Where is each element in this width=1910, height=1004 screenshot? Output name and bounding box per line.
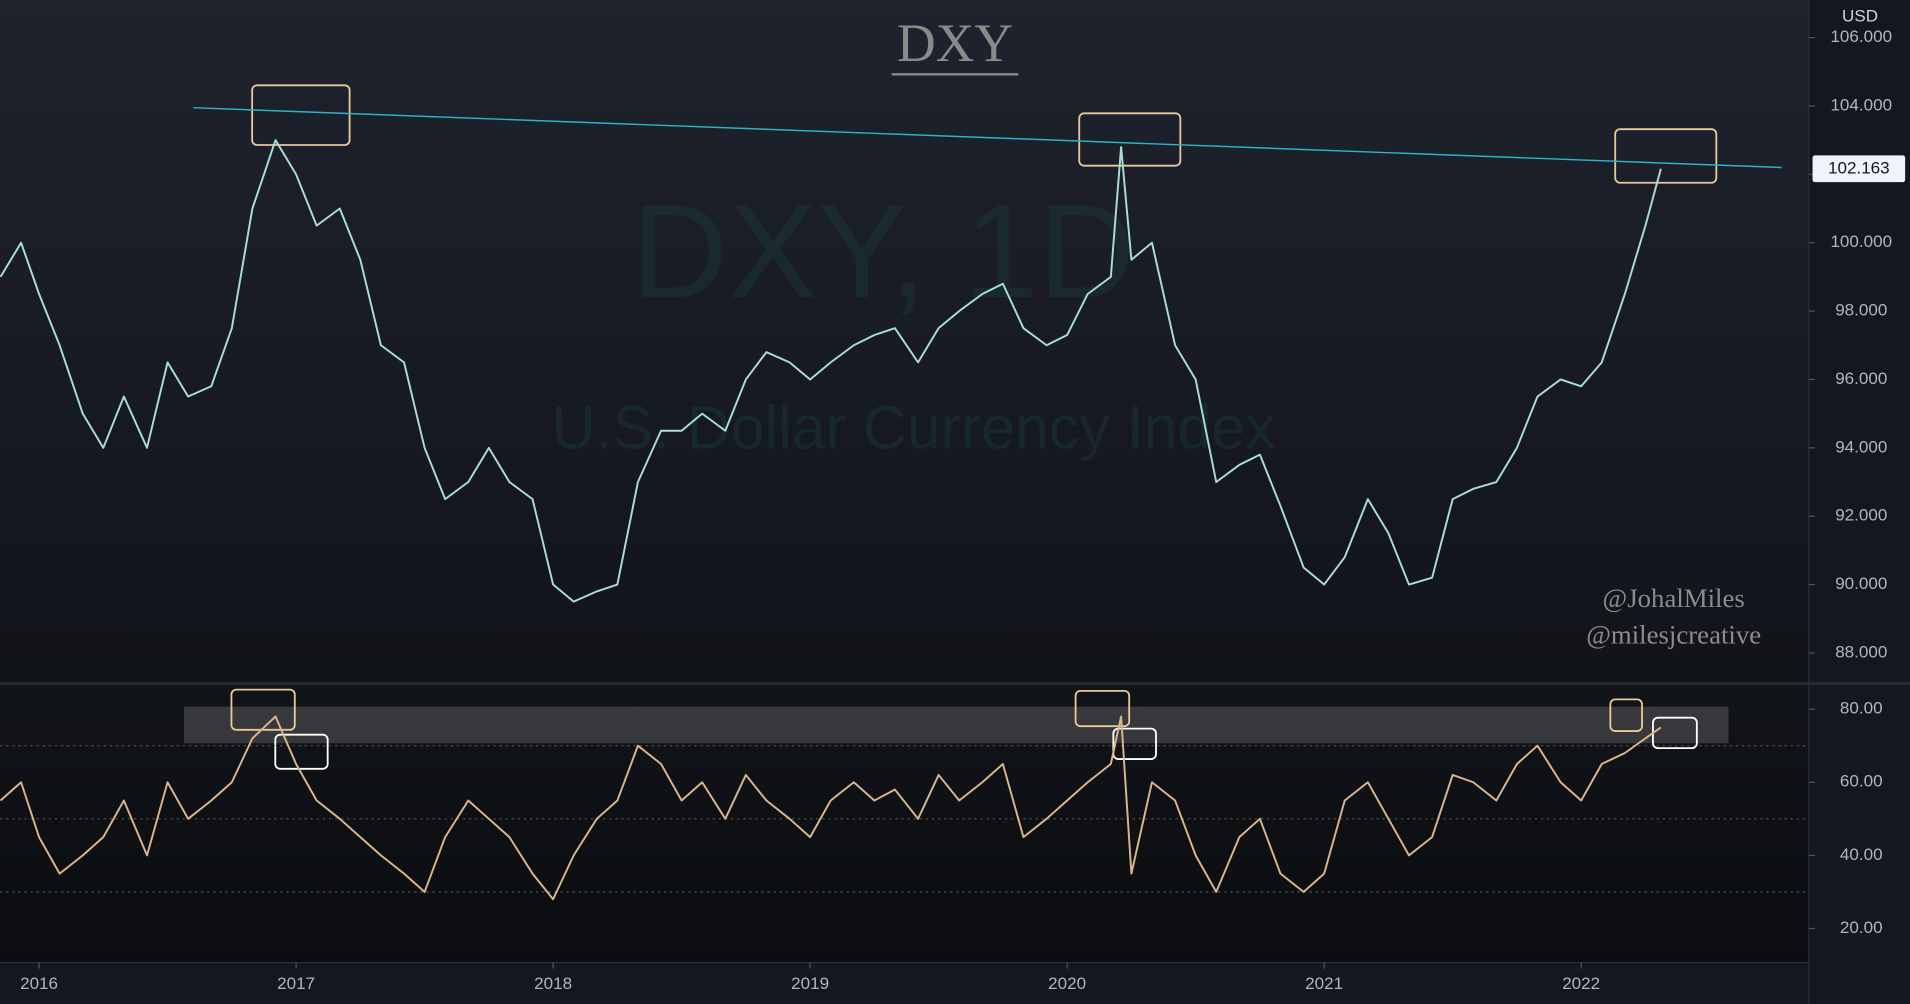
y-tick-label: 98.000	[1835, 301, 1887, 320]
x-tick-label: 2020	[1048, 974, 1086, 993]
highlight-box	[1074, 689, 1131, 728]
y-tick-label: 80.00	[1840, 699, 1883, 718]
x-tick-label: 2017	[277, 974, 315, 993]
highlight-band	[183, 706, 1729, 744]
x-tick-label: 2019	[791, 974, 829, 993]
currency-label: USD	[1842, 7, 1878, 26]
y-tick-label: 96.000	[1835, 369, 1887, 388]
y-tick-label: 60.00	[1840, 772, 1883, 791]
watermark: DXY, 1D	[631, 177, 1135, 326]
highlight-box	[230, 688, 296, 731]
x-tick-label: 2016	[20, 974, 58, 993]
y-tick-label: 100.000	[1830, 232, 1892, 251]
last-price-box	[1812, 155, 1906, 183]
last-price-label: 102.163	[1828, 158, 1890, 177]
annotation: @milesjcreative	[1586, 619, 1761, 649]
rsi-line	[0, 715, 1662, 901]
y-tick-label: 20.00	[1840, 918, 1883, 937]
highlight-box	[1078, 112, 1182, 167]
y-tick-label: 88.000	[1835, 642, 1887, 661]
watermark: U.S. Dollar Currency Index	[551, 394, 1275, 462]
y-tick-label: 104.000	[1830, 95, 1892, 114]
chart-title: DXY	[897, 13, 1013, 73]
price-line	[0, 139, 1662, 603]
annotation: @JohalMiles	[1603, 583, 1745, 613]
time-axis	[0, 962, 1809, 1004]
trendline	[193, 106, 1782, 169]
y-tick-label: 92.000	[1835, 506, 1887, 525]
x-tick-label: 2022	[1562, 974, 1600, 993]
x-tick-label: 2021	[1305, 974, 1343, 993]
highlight-box	[1614, 128, 1718, 184]
highlight-box	[1112, 727, 1157, 761]
y-tick-label: 106.000	[1830, 27, 1892, 46]
y-tick-label: 40.00	[1840, 845, 1883, 864]
highlight-boxes	[230, 84, 1718, 770]
x-tick-label: 2018	[534, 974, 572, 993]
highlight-box	[251, 84, 351, 146]
highlight-box	[1609, 698, 1643, 732]
y-tick-label: 90.000	[1835, 574, 1887, 593]
highlight-box	[274, 733, 329, 770]
y-tick-label: 94.000	[1835, 437, 1887, 456]
